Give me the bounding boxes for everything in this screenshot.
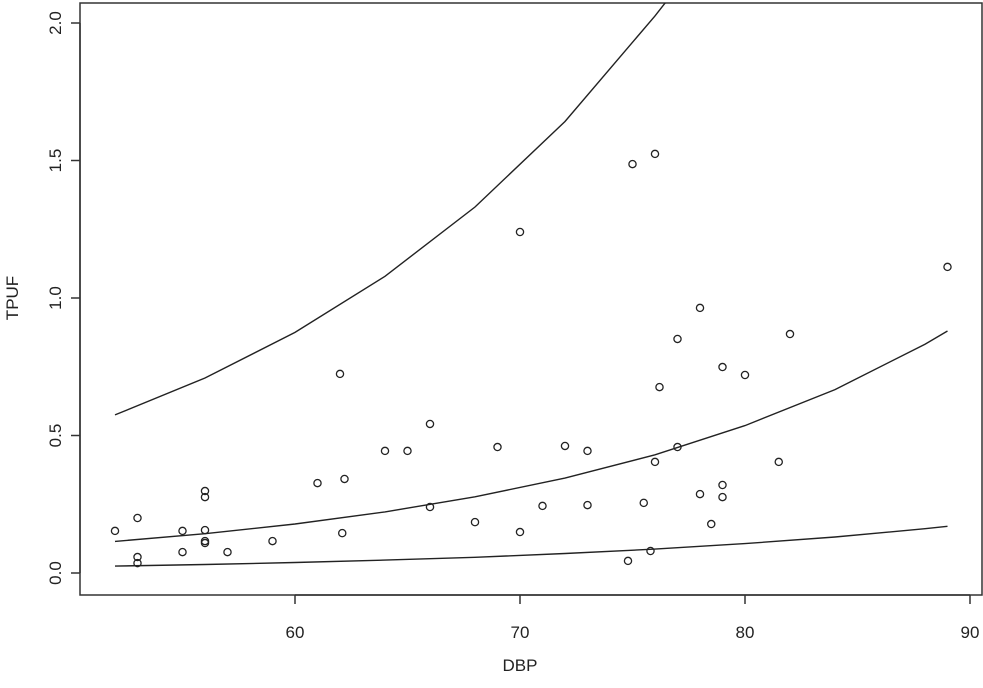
fitted-curves xyxy=(114,3,948,567)
data-point xyxy=(178,547,187,557)
y-tick-label: 0.5 xyxy=(46,424,65,448)
data-point xyxy=(425,502,435,512)
plot-frame xyxy=(79,2,983,596)
data-point xyxy=(673,334,682,344)
data-point xyxy=(538,501,547,511)
data-point xyxy=(313,478,322,488)
x-axis-label: DBP xyxy=(503,656,538,675)
y-tick-label: 1.0 xyxy=(46,286,65,310)
data-point xyxy=(695,303,705,313)
x-axis: 60 70 80 90 xyxy=(286,594,980,642)
y-tick-label: 1.5 xyxy=(46,149,65,173)
data-point xyxy=(200,538,210,548)
data-point xyxy=(223,547,232,557)
data-point xyxy=(628,159,637,169)
data-point xyxy=(493,442,502,452)
data-point xyxy=(515,227,525,237)
data-point xyxy=(646,546,655,556)
data-point xyxy=(650,457,660,467)
x-tick-label: 90 xyxy=(961,623,980,642)
y-tick-label: 2.0 xyxy=(46,11,65,35)
curve-2 xyxy=(114,525,948,567)
x-tick-label: 70 xyxy=(511,623,530,642)
data-point xyxy=(655,382,664,392)
y-axis: 0.0 0.5 1.0 1.5 2.0 xyxy=(46,11,81,585)
x-tick-label: 60 xyxy=(286,623,305,642)
data-point xyxy=(335,369,345,379)
data-point xyxy=(200,492,210,502)
data-point xyxy=(200,486,210,496)
data-point xyxy=(718,492,727,502)
data-point xyxy=(583,446,592,456)
data-point xyxy=(515,527,525,537)
data-point xyxy=(133,552,142,562)
data-point xyxy=(268,536,277,546)
data-point xyxy=(133,513,142,523)
x-tick-label: 80 xyxy=(736,623,755,642)
data-point xyxy=(380,446,390,456)
data-point xyxy=(425,419,435,429)
data-point xyxy=(639,498,649,508)
data-point xyxy=(718,480,727,490)
data-point xyxy=(340,474,349,484)
data-point xyxy=(774,457,784,467)
data-point xyxy=(560,441,570,451)
data-point xyxy=(133,558,142,568)
data-point xyxy=(200,525,210,535)
data-point xyxy=(740,370,750,380)
data-points xyxy=(110,149,952,568)
data-point xyxy=(785,329,795,339)
data-point xyxy=(470,517,480,527)
data-point xyxy=(178,526,187,536)
data-point xyxy=(707,519,716,529)
curve-1 xyxy=(114,330,948,543)
data-point xyxy=(403,446,412,456)
data-point xyxy=(695,489,705,499)
data-point xyxy=(337,528,347,538)
data-point xyxy=(583,500,592,510)
curve-0 xyxy=(114,3,667,416)
data-point xyxy=(718,362,727,372)
data-point xyxy=(650,149,660,159)
y-axis-label: TPUF xyxy=(3,276,22,320)
data-point xyxy=(623,556,633,566)
data-point xyxy=(673,442,682,452)
data-point xyxy=(943,262,952,272)
data-point xyxy=(110,526,120,536)
y-tick-label: 0.0 xyxy=(46,561,65,585)
